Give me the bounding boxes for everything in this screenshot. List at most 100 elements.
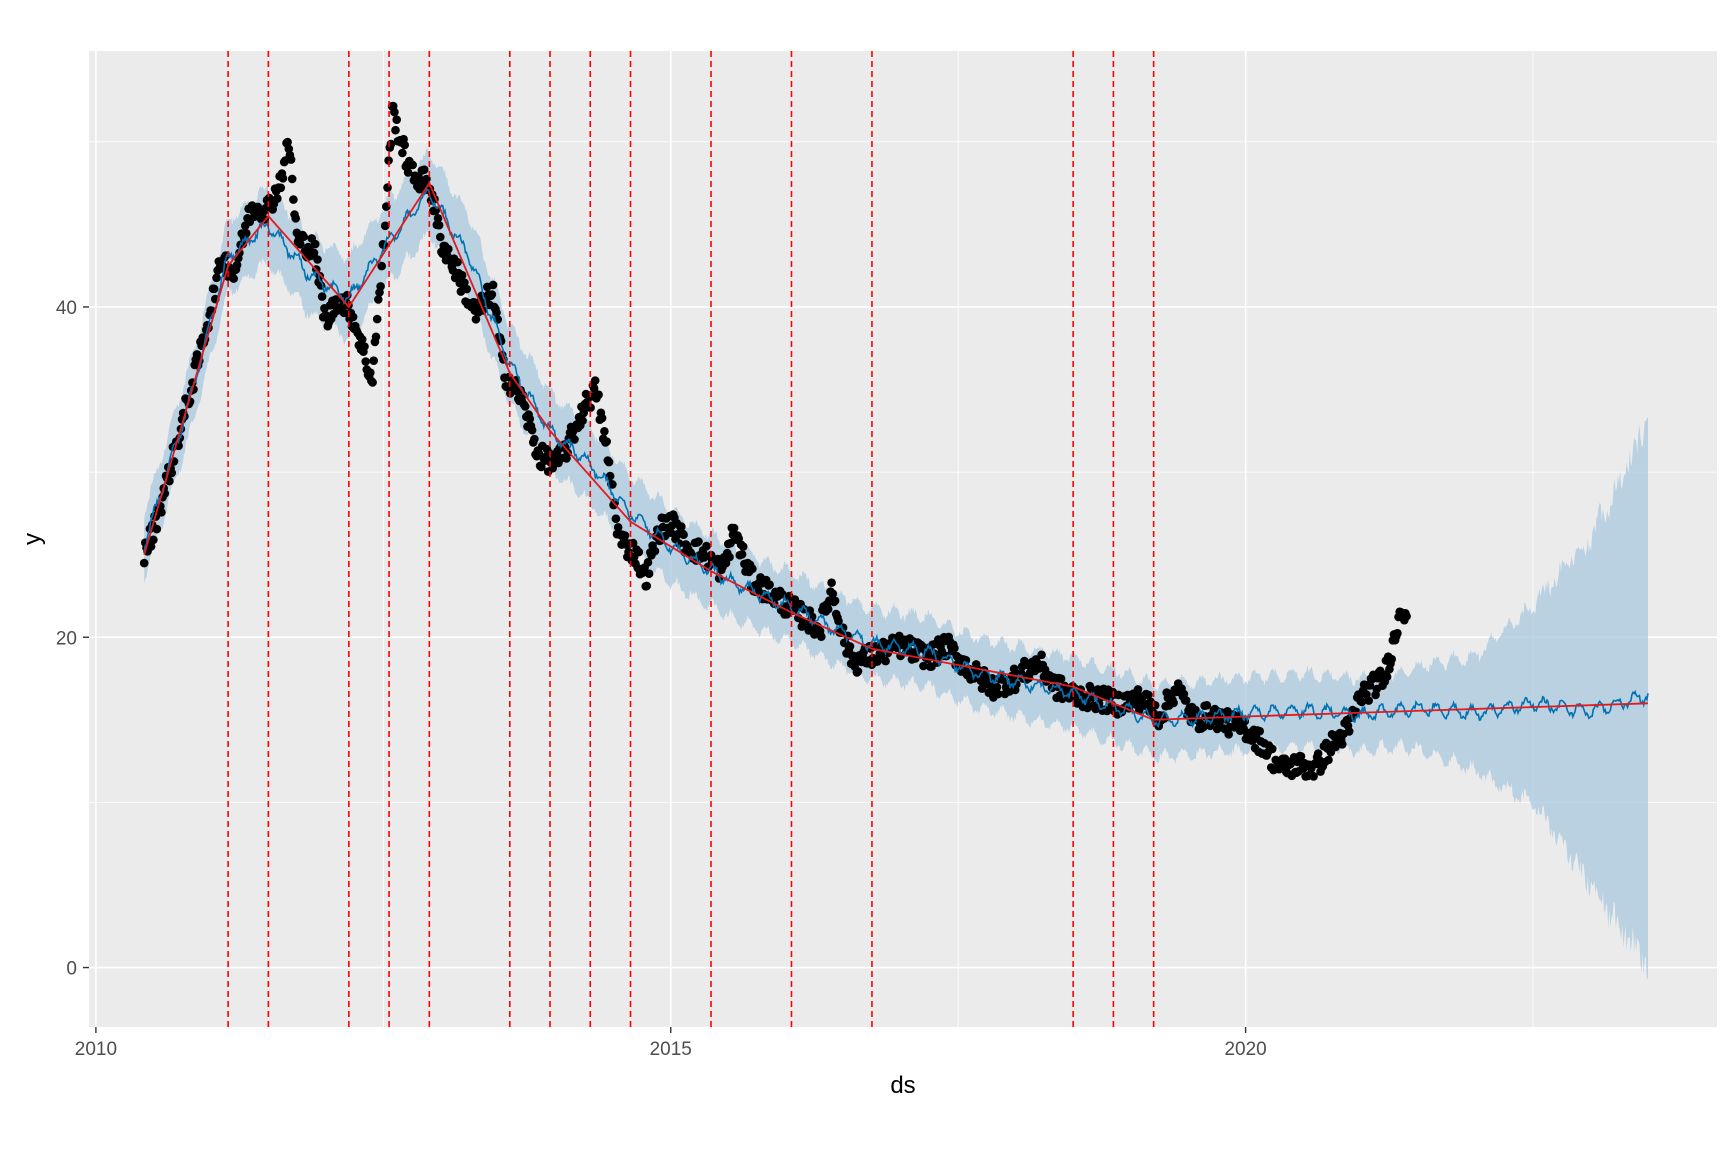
observed-point: [310, 239, 320, 249]
observed-point: [643, 558, 653, 567]
observed-point: [694, 537, 703, 546]
observed-point: [600, 427, 609, 436]
observed-point: [139, 558, 149, 568]
observed-point: [1393, 628, 1402, 638]
observed-point: [642, 581, 652, 591]
observed-point: [1202, 701, 1212, 710]
observed-point: [650, 546, 660, 556]
plot-panel: [89, 51, 1717, 1027]
observed-point: [679, 530, 688, 539]
observed-point: [589, 384, 599, 393]
observed-point: [433, 214, 443, 223]
observed-point: [361, 357, 371, 366]
observed-point: [597, 413, 607, 423]
observed-point: [830, 596, 840, 606]
observed-point: [146, 542, 156, 551]
observed-point: [1344, 727, 1354, 736]
observed-point: [594, 390, 603, 400]
observed-point: [366, 368, 375, 377]
observed-point: [273, 194, 282, 203]
observed-point: [1268, 744, 1277, 754]
observed-point: [278, 174, 288, 183]
observed-point: [1402, 611, 1411, 621]
observed-point: [1009, 664, 1019, 674]
y-tick-label: 40: [56, 298, 77, 319]
x-axis-title: ds: [890, 1072, 915, 1099]
observed-point: [165, 476, 174, 486]
observed-point: [1037, 650, 1046, 660]
observed-point: [1313, 749, 1323, 758]
observed-point: [229, 274, 238, 283]
observed-point: [408, 160, 418, 170]
observed-point: [666, 528, 676, 537]
observed-point: [834, 616, 843, 626]
observed-point: [1255, 726, 1264, 736]
observed-point: [738, 542, 748, 551]
observed-point: [291, 214, 301, 223]
observed-point: [296, 240, 305, 249]
x-tick-label: 2020: [1224, 1039, 1266, 1060]
observed-point: [1169, 698, 1178, 708]
observed-point: [371, 332, 381, 342]
observed-point: [608, 480, 617, 489]
observed-point: [748, 564, 757, 574]
observed-point: [634, 547, 644, 557]
observed-point: [604, 457, 614, 467]
observed-point: [376, 282, 385, 291]
observed-point: [488, 280, 498, 290]
x-tick-label: 2015: [650, 1039, 692, 1060]
x-tick-label: 2010: [75, 1039, 117, 1060]
observed-point: [586, 403, 595, 413]
observed-point: [1206, 721, 1215, 731]
observed-point: [392, 115, 402, 124]
observed-point: [377, 261, 387, 271]
observed-point: [317, 292, 327, 301]
observed-point: [729, 523, 739, 533]
observed-point: [380, 221, 390, 231]
observed-point: [390, 107, 399, 117]
observed-point: [372, 314, 382, 324]
observed-point: [212, 273, 221, 283]
observed-point: [578, 416, 587, 426]
observed-point: [348, 312, 358, 322]
observed-point: [1086, 684, 1096, 694]
trend-line: [143, 181, 1649, 721]
observed-point: [1309, 772, 1318, 781]
observed-point: [613, 523, 623, 532]
observed-point: [873, 657, 882, 666]
observed-point: [602, 437, 611, 446]
observed-point: [419, 165, 429, 174]
observed-point: [471, 315, 481, 324]
observed-point: [992, 682, 1002, 692]
observed-point: [1150, 701, 1160, 710]
observed-point: [368, 378, 377, 387]
observed-point: [570, 435, 579, 444]
observed-point: [993, 689, 1003, 699]
y-tick-label: 0: [66, 959, 77, 980]
observed-point: [152, 524, 162, 534]
y-tick-label: 20: [56, 628, 77, 649]
observed-point: [919, 661, 928, 671]
observed-point: [644, 569, 654, 578]
forecast-line: [143, 187, 1649, 729]
observed-point: [881, 656, 890, 666]
observed-point: [265, 193, 274, 203]
observed-point: [369, 356, 379, 366]
observed-point: [444, 244, 453, 254]
observed-point: [313, 255, 322, 264]
observed-point: [1357, 697, 1367, 707]
observed-point: [283, 137, 292, 147]
observed-point: [383, 183, 392, 192]
y-axis-title: y: [19, 533, 46, 545]
observed-point: [525, 414, 535, 424]
observed-point: [702, 541, 711, 551]
observed-point: [400, 140, 410, 150]
observed-point: [287, 174, 297, 184]
observed-point: [462, 284, 472, 294]
observed-point: [487, 290, 497, 299]
observed-point: [157, 508, 166, 517]
observed-point: [360, 342, 369, 351]
observed-point: [590, 376, 600, 385]
observed-point: [677, 522, 686, 531]
